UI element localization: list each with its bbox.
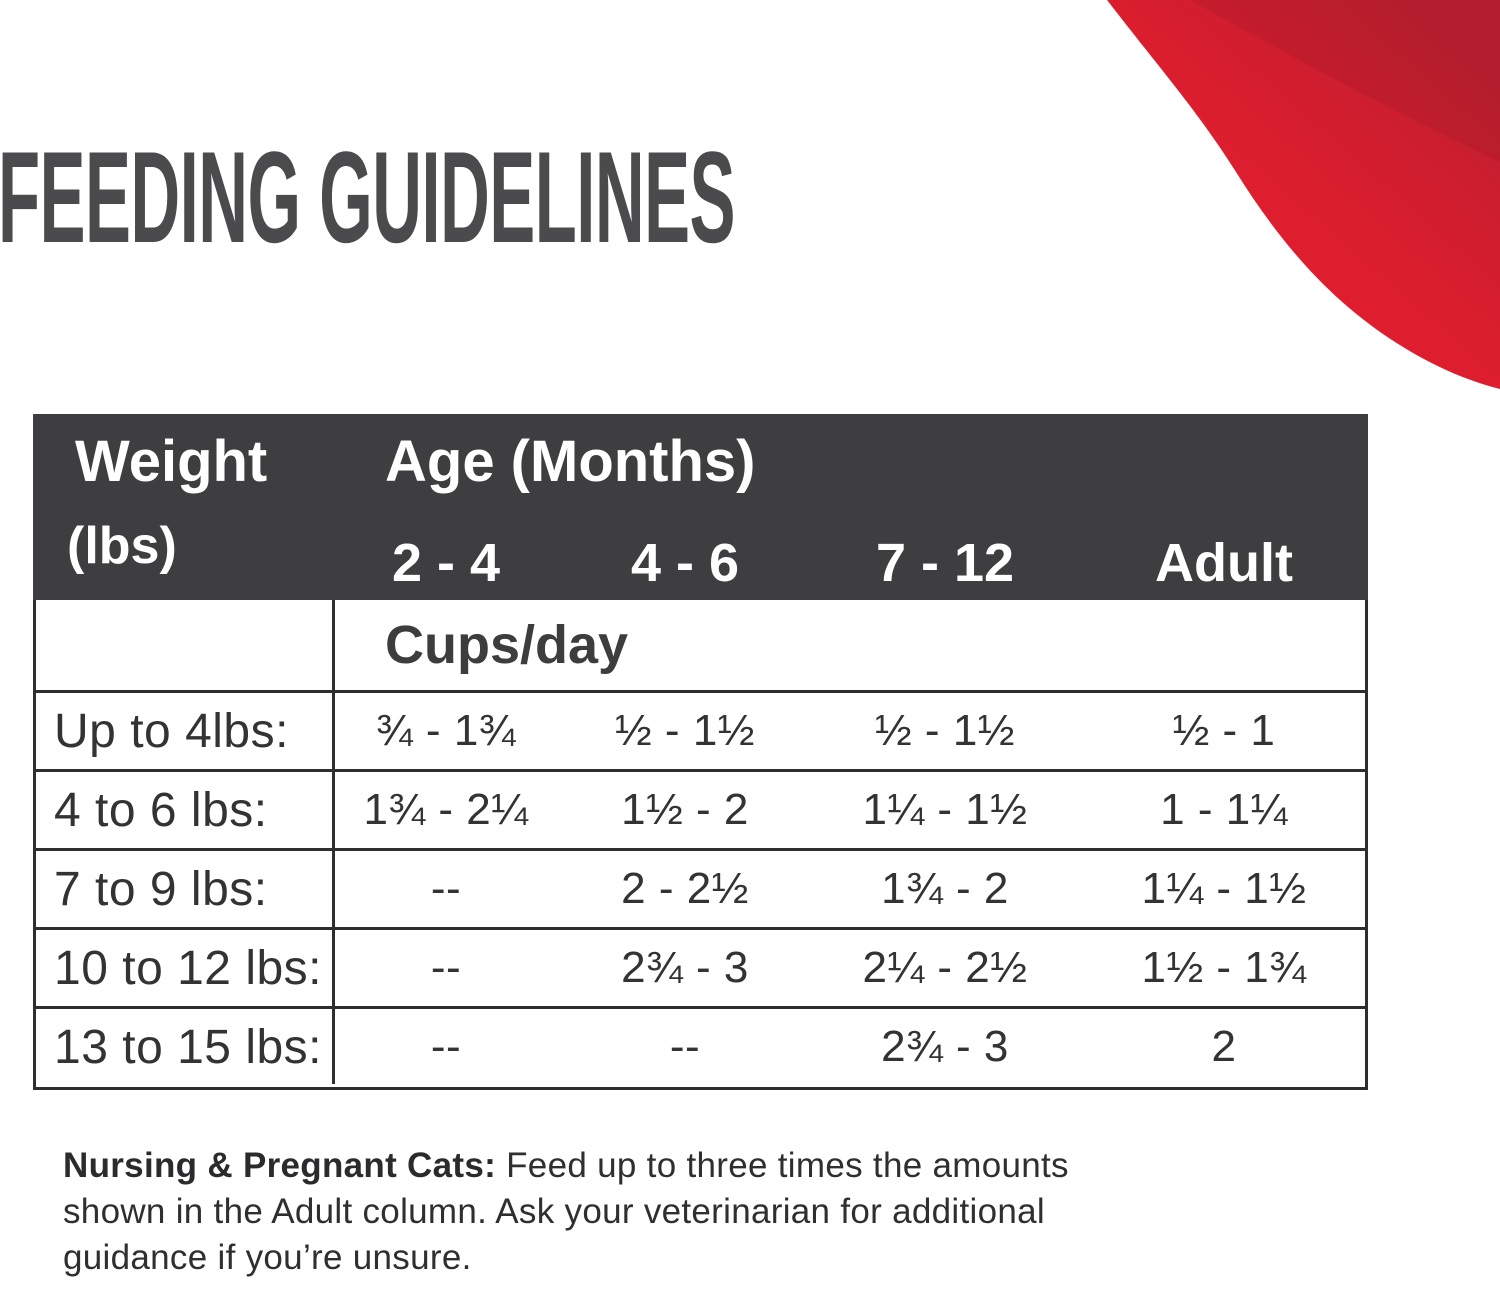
value-cell: 1¼ - 1½ — [862, 785, 1028, 834]
value-cell: -- — [430, 864, 462, 913]
value-cell: 2¼ - 2½ — [862, 943, 1028, 992]
feeding-guidelines-table: Weight (lbs) Age (Months) 2 - 4 4 - 6 7 … — [33, 414, 1368, 1090]
value-cell: 2 — [1211, 1022, 1237, 1071]
table-row: Up to 4lbs: ¾ - 1¾ ½ - 1½ ½ - 1½ ½ - 1 — [36, 690, 1365, 769]
age-col-7-12: 7 - 12 — [875, 533, 1015, 593]
value-cell: ½ - 1 — [1172, 706, 1276, 755]
spacer-cell — [33, 526, 332, 600]
age-col-4-6: 4 - 6 — [630, 533, 740, 593]
weight-unit-label: (lbs) — [67, 517, 177, 575]
table-row: 4 to 6 lbs: 1¾ - 2¼ 1½ - 2 1¼ - 1½ 1 - 1… — [36, 769, 1365, 848]
table-body: Cups/day Up to 4lbs: ¾ - 1¾ ½ - 1½ ½ - 1… — [33, 600, 1368, 1090]
weight-cell: 13 to 15 lbs: — [54, 1020, 323, 1074]
cups-per-day-label: Cups/day — [385, 615, 629, 675]
value-cell: 1½ - 1¾ — [1141, 943, 1307, 992]
column-divider — [332, 600, 335, 1084]
value-cell: 1 - 1¼ — [1160, 785, 1288, 834]
value-cell: -- — [430, 943, 462, 992]
value-cell: 2¾ - 3 — [881, 1022, 1009, 1071]
units-row: Cups/day — [36, 600, 1365, 690]
footer-line-2: shown in the Adult column. Ask your vete… — [63, 1192, 1045, 1231]
weight-cell: 4 to 6 lbs: — [54, 783, 268, 837]
weight-cell: Up to 4lbs: — [54, 704, 289, 758]
age-months-header: Age (Months) — [385, 429, 756, 494]
page-title: FEEDING GUIDELINES — [0, 124, 735, 270]
weight-cell: 10 to 12 lbs: — [54, 941, 323, 995]
value-cell: 1¼ - 1½ — [1141, 864, 1307, 913]
value-cell: -- — [430, 1022, 462, 1071]
footer-line-1: Nursing & Pregnant Cats: Feed up to thre… — [63, 1143, 1383, 1189]
table-row: 10 to 12 lbs: -- 2¾ - 3 2¼ - 2½ 1½ - 1¾ — [36, 927, 1365, 1006]
table-row: 13 to 15 lbs: -- -- 2¾ - 3 2 — [36, 1006, 1365, 1085]
value-cell: 1¾ - 2¼ — [363, 785, 529, 834]
value-cell: 1½ - 2 — [621, 785, 749, 834]
value-cell: 2 - 2½ — [621, 864, 749, 913]
value-cell: -- — [669, 1022, 701, 1071]
swoosh-shape — [1107, 0, 1500, 389]
footer-note: Nursing & Pregnant Cats: Feed up to thre… — [63, 1143, 1383, 1281]
value-cell: ¾ - 1¾ — [376, 706, 516, 755]
value-cell: ½ - 1½ — [615, 706, 755, 755]
value-cell: ½ - 1½ — [875, 706, 1015, 755]
swoosh-sheen — [1190, 0, 1500, 162]
weight-column-header: Weight — [75, 429, 268, 494]
age-col-2-4: 2 - 4 — [391, 533, 501, 593]
table-row: 7 to 9 lbs: -- 2 - 2½ 1¾ - 2 1¼ - 1½ — [36, 848, 1365, 927]
footer-line-1-rest: Feed up to three times the amounts — [496, 1146, 1069, 1185]
table-header: Weight (lbs) Age (Months) 2 - 4 4 - 6 7 … — [33, 414, 1368, 600]
age-col-adult: Adult — [1155, 533, 1293, 593]
footer-line-3: guidance if you’re unsure. — [63, 1238, 472, 1277]
value-cell: 2¾ - 3 — [621, 943, 749, 992]
weight-cell: 7 to 9 lbs: — [54, 862, 268, 916]
age-subcolumn-row: 2 - 4 4 - 6 7 - 12 Adult — [33, 526, 1368, 600]
footer-bold-label: Nursing & Pregnant Cats: — [63, 1146, 497, 1185]
value-cell: 1¾ - 2 — [881, 864, 1009, 913]
